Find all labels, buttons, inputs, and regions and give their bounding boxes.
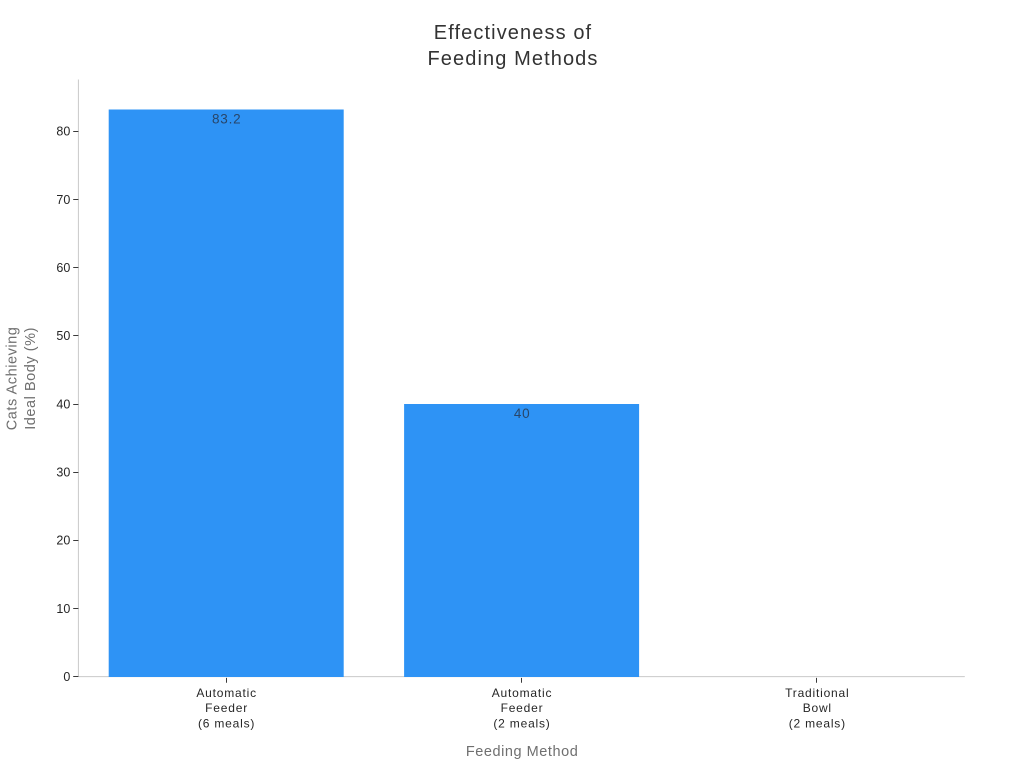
svg-text:Feeder: Feeder [501,701,544,715]
svg-text:Automatic: Automatic [492,686,553,700]
svg-text:60: 60 [56,261,70,275]
svg-text:70: 70 [56,193,70,207]
svg-text:Feeding Methods: Feeding Methods [427,48,598,70]
svg-text:Ideal Body (%): Ideal Body (%) [23,327,39,430]
svg-text:10: 10 [56,602,70,616]
svg-text:50: 50 [56,329,70,343]
svg-text:Feeder: Feeder [205,701,248,715]
svg-text:83.2: 83.2 [212,112,241,127]
svg-text:Effectiveness of: Effectiveness of [434,22,592,44]
svg-text:Traditional: Traditional [785,686,849,700]
svg-text:(2 meals): (2 meals) [789,717,846,731]
svg-text:30: 30 [56,466,70,480]
svg-text:40: 40 [514,406,531,421]
svg-text:Automatic: Automatic [196,686,257,700]
svg-text:Bowl: Bowl [803,701,832,715]
svg-text:40: 40 [56,397,70,411]
svg-text:Cats Achieving: Cats Achieving [4,327,20,431]
svg-text:20: 20 [56,534,70,548]
svg-text:(2 meals): (2 meals) [493,717,550,731]
svg-text:80: 80 [56,125,70,139]
svg-text:(6 meals): (6 meals) [198,717,255,731]
svg-text:0: 0 [63,670,70,684]
svg-text:Feeding Method: Feeding Method [466,744,579,760]
